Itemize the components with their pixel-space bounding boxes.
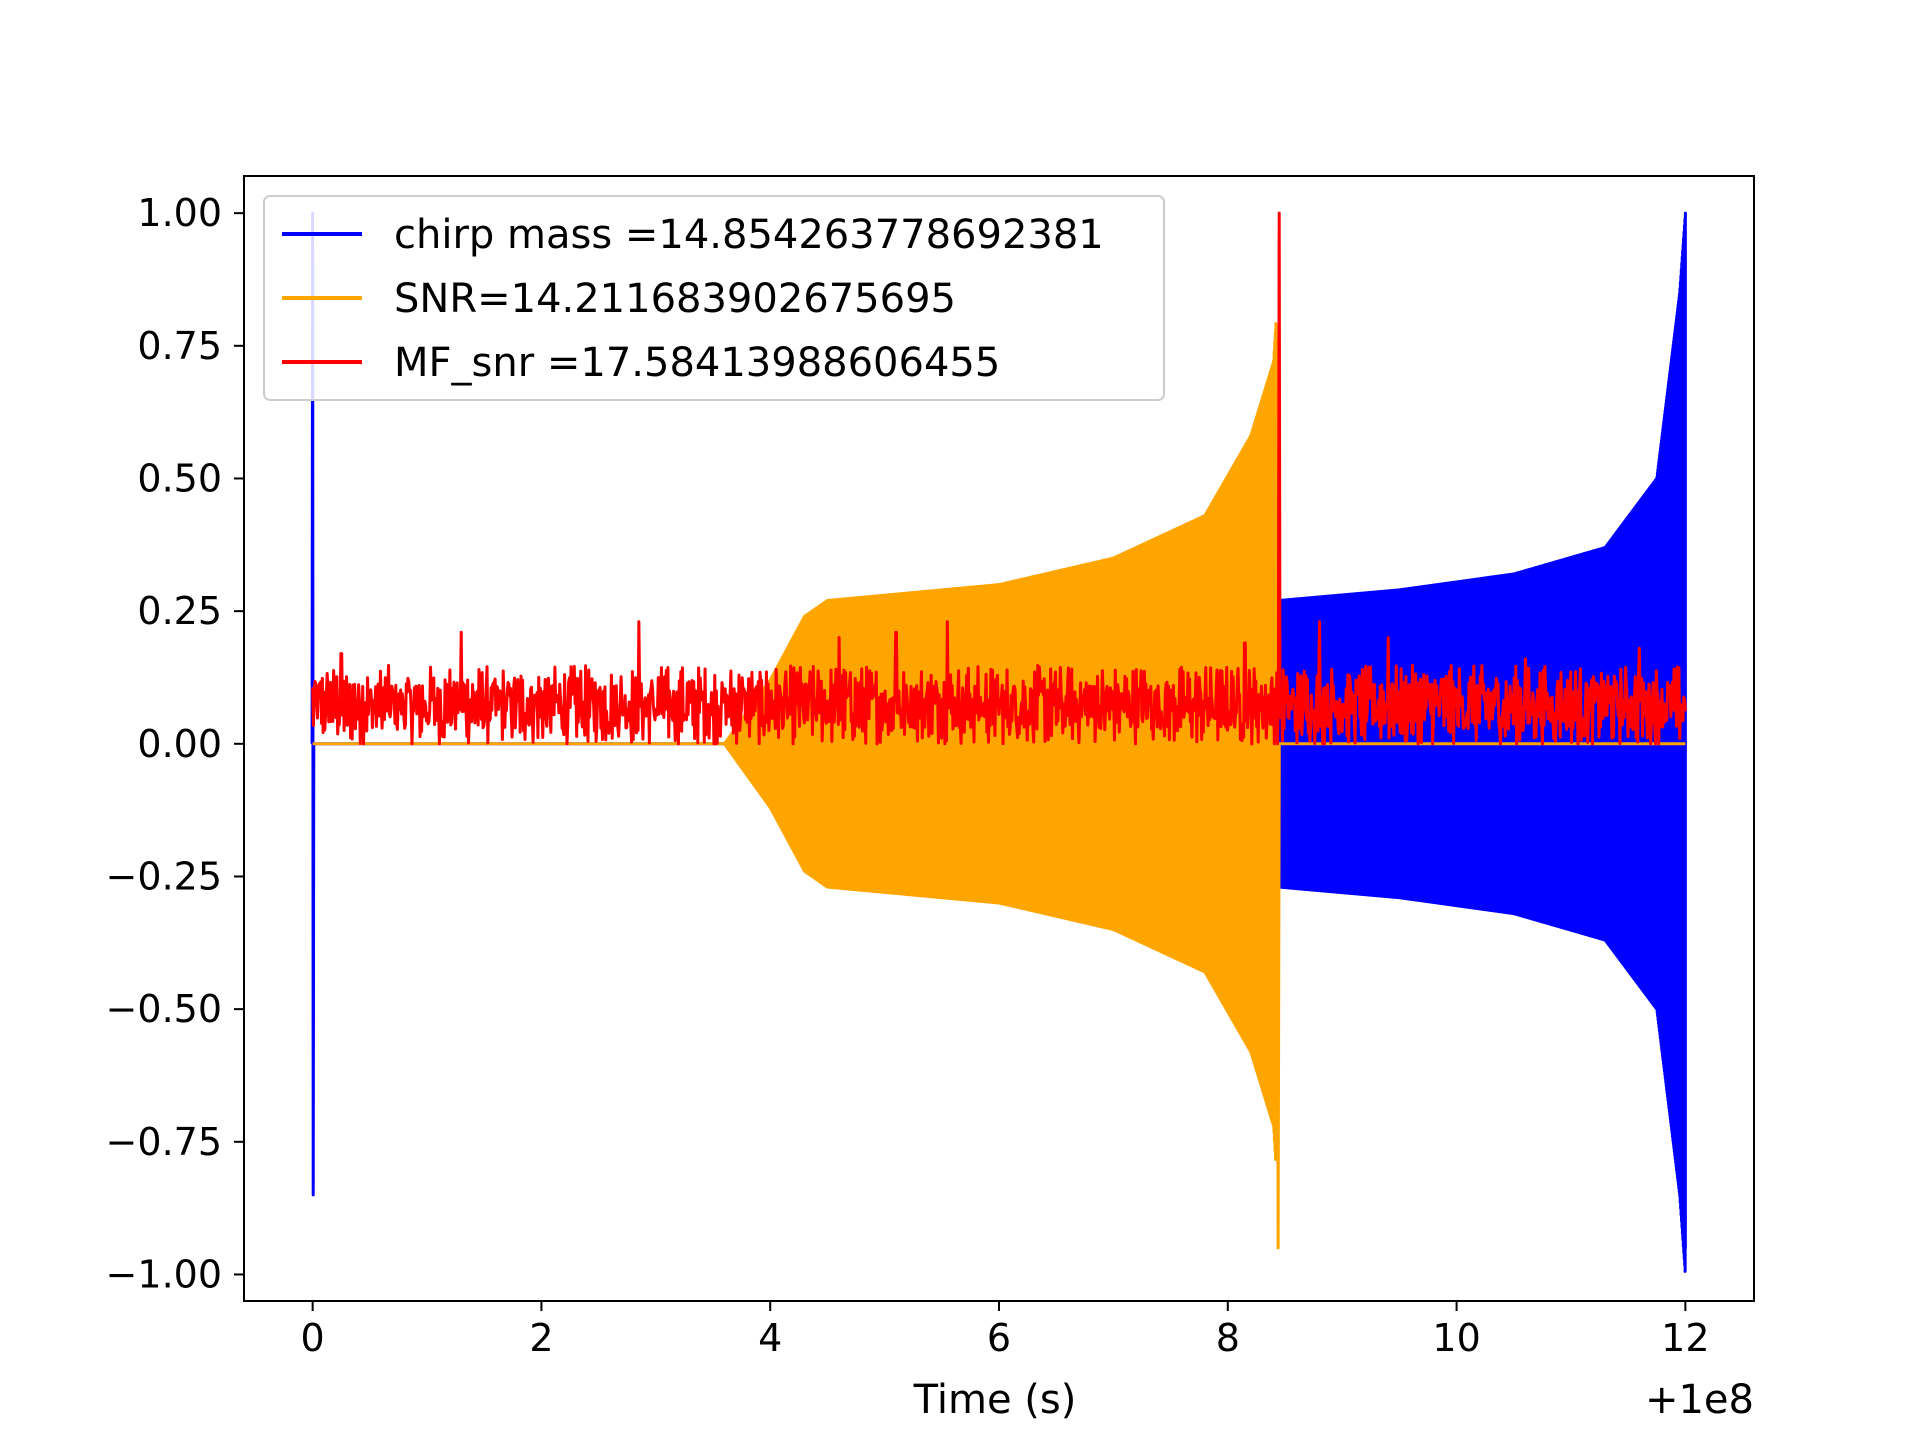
x-axis-offset-label: +1e8 (1645, 1377, 1754, 1423)
x-tick-label: 12 (1661, 1316, 1709, 1360)
legend-label: chirp mass =14.854263778692381 (394, 212, 1104, 258)
y-tick-label: 1.00 (137, 191, 222, 235)
y-tick-label: −0.50 (106, 987, 222, 1031)
y-tick-label: 0.50 (137, 456, 222, 500)
y-tick-label: −0.25 (106, 854, 222, 898)
x-tick-label: 4 (758, 1316, 782, 1360)
x-tick-label: 10 (1432, 1316, 1480, 1360)
x-tick-label: 0 (301, 1316, 325, 1360)
y-tick-label: 0.75 (137, 324, 222, 368)
x-tick-label: 8 (1216, 1316, 1240, 1360)
legend-box (263, 195, 1165, 401)
series-line-mf-snr (311, 211, 1687, 746)
y-tick-label: 0.00 (137, 722, 222, 766)
y-tick-label: −1.00 (106, 1252, 222, 1296)
legend: chirp mass =14.854263778692381 SNR=14.211… (263, 195, 1165, 401)
x-axis-label: Time (s) (913, 1377, 1077, 1423)
x-tick-label: 6 (987, 1316, 1011, 1360)
legend-label: MF_snr =17.58413988606455 (394, 340, 1000, 386)
y-tick-label: 0.25 (137, 589, 222, 633)
x-tick-label: 2 (529, 1316, 553, 1360)
plot-area (310, 211, 1687, 1273)
axes: 0 2 4 6 8 10 12 1.00 0.75 0.50 0.25 0.00 −0.25 −0.50 −… (106, 175, 1755, 1360)
y-tick-label: −0.75 (106, 1120, 222, 1164)
legend-label: SNR=14.211683902675695 (394, 276, 956, 322)
